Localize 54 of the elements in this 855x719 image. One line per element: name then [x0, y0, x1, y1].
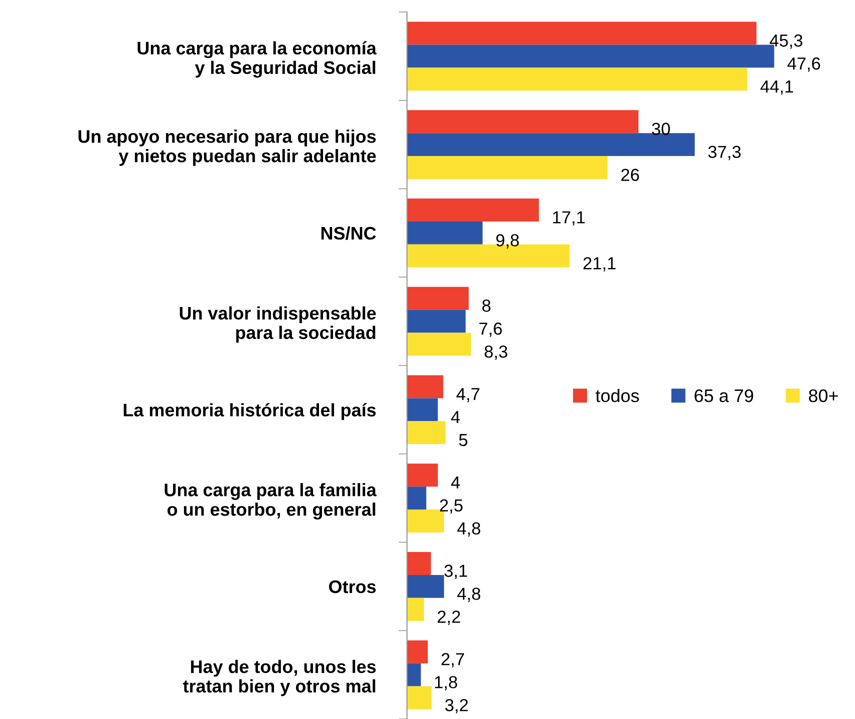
bar: [407, 22, 756, 45]
legend-label: 65 a 79: [694, 389, 754, 402]
bar: [407, 221, 483, 244]
data-label: 26: [621, 168, 639, 182]
y-tick-label: Otros: [329, 580, 376, 594]
bar: [407, 421, 446, 444]
data-label: 47,6: [787, 57, 820, 72]
data-label: 1,8: [435, 676, 458, 690]
bar: [407, 375, 444, 398]
data-label: 2,5: [440, 499, 463, 514]
bar: [407, 464, 438, 487]
data-label: 4,8: [457, 522, 480, 537]
y-tick-label: Una carga para la economía y la Seguridad Social: [138, 41, 377, 78]
legend-label: todos: [596, 388, 639, 402]
data-label: 2,2: [438, 610, 460, 625]
legend-label: 80+: [808, 389, 838, 402]
data-label: 4,8: [457, 588, 480, 602]
bar: [407, 686, 432, 710]
bar: [407, 663, 421, 686]
bar: [407, 198, 539, 222]
data-label: 4: [451, 411, 460, 424]
data-label: 2,7: [442, 653, 464, 668]
bar: [407, 286, 469, 310]
data-label: 7,6: [479, 322, 502, 337]
data-label: 8,3: [484, 345, 508, 360]
bar: [407, 486, 426, 510]
data-label: 4: [451, 476, 460, 488]
data-label: 5: [459, 434, 468, 446]
bar: [407, 110, 638, 134]
bar: [407, 310, 466, 333]
y-tick-label: Un valor indispensable para la sociedad: [180, 306, 376, 343]
data-label: 8: [482, 300, 490, 312]
y-tick-label: Una carga para la familia o un estorbo, en general: [164, 483, 377, 520]
data-label: 21,1: [584, 257, 616, 272]
bar: [407, 598, 424, 621]
y-tick-label: Hay de todo, unos les tratan bien y otros mal: [183, 660, 376, 696]
bar: [407, 68, 748, 91]
y-tick-label: La memoria histórica del país: [124, 403, 376, 420]
data-label: 37,3: [708, 146, 741, 160]
bar: [407, 552, 431, 575]
y-tick-label: Un apoyo necesario para que hijos y nietos puedan salir adelante: [78, 130, 376, 166]
data-label: 45,3: [770, 34, 802, 49]
data-label: 17,1: [553, 211, 585, 226]
y-tick-label: NS/NC: [321, 226, 376, 240]
bar: [407, 574, 444, 598]
data-label: 4,7: [456, 388, 480, 402]
data-label: 3,2: [445, 698, 468, 714]
data-label: 44,1: [760, 80, 794, 95]
bar: [407, 332, 472, 356]
bar: [407, 156, 608, 180]
data-label: 3,1: [444, 564, 468, 580]
bar: [407, 640, 428, 664]
data-label: 30: [652, 122, 670, 136]
bar: [407, 398, 438, 422]
